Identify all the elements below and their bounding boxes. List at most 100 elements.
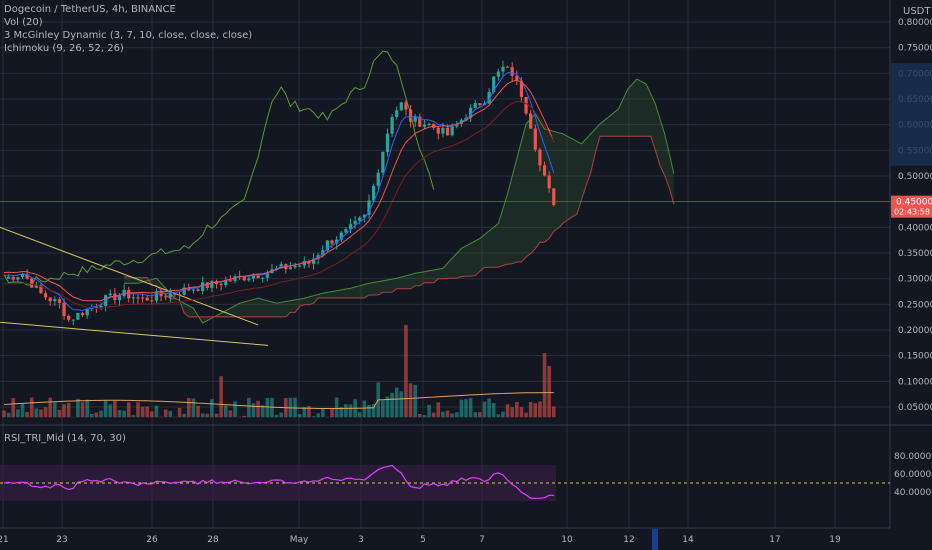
y-tick-label: 0.80000 bbox=[898, 18, 932, 28]
volume-bar bbox=[473, 412, 478, 418]
volume-bar bbox=[210, 399, 214, 418]
candle-body bbox=[455, 123, 459, 127]
candle-body bbox=[71, 319, 75, 321]
volume-bar bbox=[66, 402, 71, 418]
volume-bar bbox=[404, 324, 408, 418]
candle-body bbox=[34, 285, 38, 288]
candle-body bbox=[533, 128, 537, 150]
candle-body bbox=[372, 185, 376, 201]
candle-body bbox=[335, 239, 339, 244]
candle-body bbox=[145, 297, 149, 301]
y-tick-label: 0.05000 bbox=[898, 403, 932, 413]
rsi-legend[interactable]: RSI_TRI_Mid (14, 70, 30) bbox=[4, 433, 126, 444]
y-tick-label: 0.40000 bbox=[898, 223, 932, 233]
candle-body bbox=[367, 200, 371, 215]
volume-bar bbox=[103, 400, 108, 418]
volume-bar bbox=[381, 400, 385, 418]
volume-bar bbox=[408, 383, 413, 418]
volume-bar bbox=[491, 403, 496, 418]
candle-body bbox=[418, 116, 422, 127]
candle-body bbox=[529, 113, 533, 129]
volume-bar bbox=[200, 413, 205, 418]
candle-body bbox=[99, 305, 103, 308]
volume-bar bbox=[122, 410, 126, 418]
volume-bar bbox=[482, 401, 487, 418]
y-tick-label: 0.50000 bbox=[898, 172, 932, 182]
mcginley-legend[interactable]: 3 McGinley Dynamic (3, 7, 10, close, clo… bbox=[4, 30, 253, 41]
volume-bar bbox=[487, 398, 491, 418]
volume-bar bbox=[99, 410, 103, 418]
x-tick-label: 17 bbox=[769, 535, 780, 545]
last-price-label: 0.45000 bbox=[896, 198, 932, 208]
volume-bar bbox=[219, 376, 223, 418]
ichimoku-lagging-span bbox=[3, 50, 435, 286]
candle-body bbox=[224, 280, 228, 285]
mcginley-line bbox=[3, 72, 555, 312]
candle-body bbox=[353, 220, 357, 225]
volume-legend[interactable]: Vol (20) bbox=[4, 17, 43, 28]
volume-bar bbox=[182, 413, 186, 418]
y-tick-label: 0.20000 bbox=[898, 326, 932, 336]
candle-body bbox=[173, 293, 177, 295]
countdown-label: 02:43:58 bbox=[894, 208, 930, 217]
candle-body bbox=[11, 276, 15, 280]
volume-bar bbox=[140, 406, 145, 418]
candle-body bbox=[325, 240, 329, 251]
candle-body bbox=[307, 260, 311, 264]
candle-body bbox=[422, 124, 427, 127]
candle-body bbox=[39, 285, 43, 294]
candle-body bbox=[201, 282, 205, 292]
candle-body bbox=[385, 133, 390, 152]
x-tick-label: 7 bbox=[479, 535, 485, 545]
volume-bar bbox=[371, 404, 376, 418]
volume-bar bbox=[445, 410, 450, 418]
volume-bar bbox=[242, 415, 247, 418]
candle-body bbox=[43, 293, 48, 298]
candle-body bbox=[492, 76, 496, 92]
volume-bar bbox=[80, 402, 85, 418]
volume-bar bbox=[25, 412, 29, 418]
candle-body bbox=[228, 280, 232, 282]
candle-body bbox=[20, 274, 25, 278]
candle-body bbox=[358, 217, 362, 221]
volume-bar bbox=[16, 409, 20, 418]
candle-body bbox=[25, 274, 29, 279]
volume-bar bbox=[163, 409, 168, 418]
volume-bar bbox=[390, 392, 394, 418]
candle-body bbox=[57, 299, 62, 303]
volume-bar bbox=[519, 407, 524, 418]
candle-body bbox=[519, 80, 524, 97]
mcginley-line bbox=[3, 79, 555, 302]
volume-bar bbox=[196, 405, 200, 418]
candle-body bbox=[233, 276, 237, 281]
volume-bar bbox=[265, 397, 270, 418]
candle-body bbox=[293, 265, 297, 268]
volume-bar bbox=[505, 404, 510, 418]
candle-body bbox=[339, 232, 343, 240]
volume-bar bbox=[450, 413, 454, 418]
volume-bar bbox=[126, 402, 131, 418]
candle-body bbox=[524, 96, 528, 114]
x-tick-label: 5 bbox=[420, 535, 426, 545]
ichimoku-span-a bbox=[124, 78, 675, 324]
volume-bar bbox=[528, 402, 533, 418]
volume-bar bbox=[205, 413, 210, 418]
candle-body bbox=[469, 107, 473, 118]
volume-bar bbox=[159, 416, 163, 418]
candle-body bbox=[117, 295, 122, 301]
volume-bar bbox=[431, 412, 436, 418]
volume-bar bbox=[413, 384, 417, 418]
volume-bar bbox=[316, 413, 320, 418]
volume-bar bbox=[150, 411, 154, 418]
volume-bar bbox=[311, 416, 316, 418]
candle-body bbox=[85, 308, 89, 316]
ichimoku-legend[interactable]: Ichimoku (9, 26, 52, 26) bbox=[4, 43, 124, 54]
volume-bar bbox=[94, 412, 99, 418]
mcginley-line bbox=[3, 100, 555, 309]
candle-body bbox=[80, 313, 85, 316]
candle-body bbox=[311, 258, 316, 264]
candle-body bbox=[76, 313, 80, 320]
candle-body bbox=[505, 66, 510, 68]
